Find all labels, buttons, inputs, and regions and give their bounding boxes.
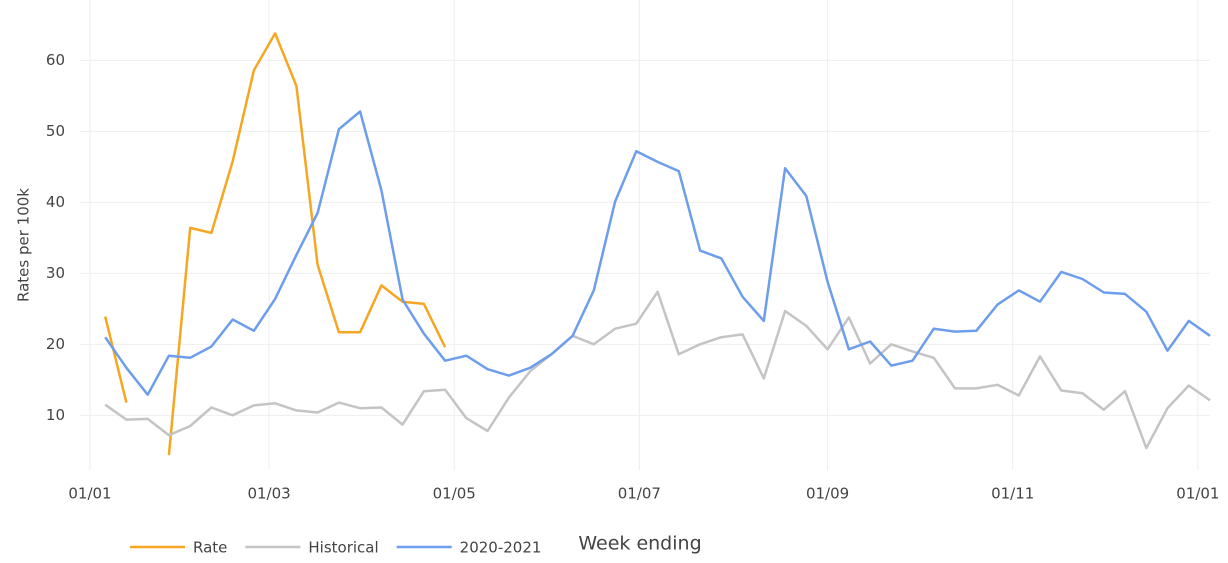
series-line [104,290,1211,450]
legend-label: 2020-2021 [460,539,542,557]
x-tick-label: 01/11 [991,485,1034,503]
y-axis-title: Rates per 100k [15,188,33,302]
y-tick-label: 20 [46,335,65,353]
x-tick-label: 01/05 [433,485,476,503]
x-tick-label: 01/09 [806,485,849,503]
legend-label: Rate [193,539,227,557]
x-tick-label: 01/01 [68,485,111,503]
y-tick-label: 30 [46,264,65,282]
y-tick-label: 60 [46,51,65,69]
x-tick-label: 01/07 [618,485,661,503]
y-tick-label: 40 [46,193,65,211]
x-tick-label: 01/01 [1176,485,1219,503]
series-line [104,110,1211,396]
x-tick-label: 01/03 [247,485,290,503]
series-line [103,32,447,456]
legend-label: Historical [308,539,378,557]
y-tick-label: 10 [46,406,65,424]
y-tick-label: 50 [46,122,65,140]
x-axis-title: Week ending [578,533,701,555]
